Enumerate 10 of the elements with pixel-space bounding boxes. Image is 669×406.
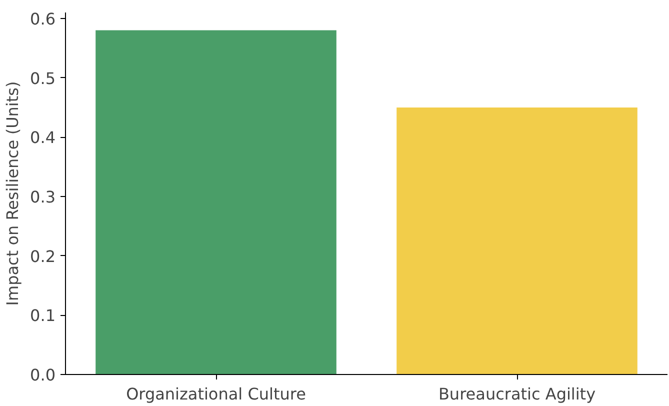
y-tick-label: 0.0 [30, 366, 56, 384]
y-tick-label: 0.1 [30, 306, 56, 326]
y-tick-label: 0.6 [30, 9, 56, 28]
y-tick-label: 0.3 [30, 187, 56, 206]
y-tick-label: 0.4 [30, 128, 56, 148]
y-axis-title: Impact on Resilience (Units) [3, 81, 22, 306]
x-tick-label: Bureaucratic Agility [438, 384, 596, 404]
x-tick-label: Organizational Culture [126, 384, 306, 404]
y-tick-label: 0.5 [30, 68, 56, 88]
y-tick-label: 0.2 [30, 246, 56, 266]
